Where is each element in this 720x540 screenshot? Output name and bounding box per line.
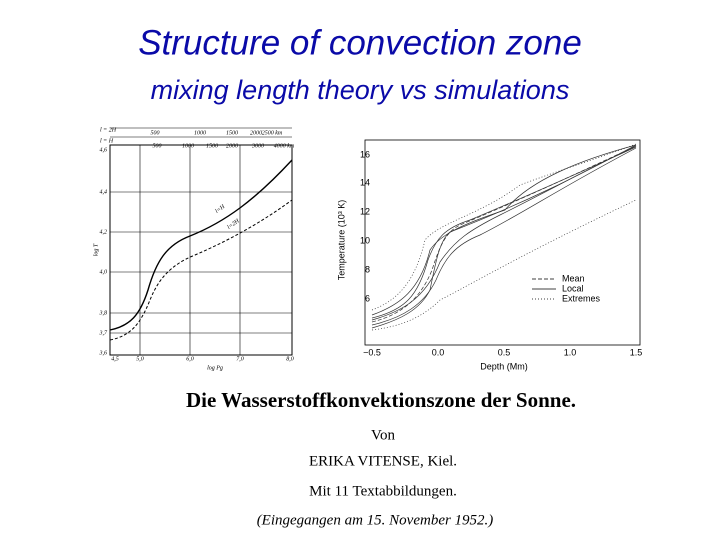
paper-by: Von — [371, 427, 395, 443]
left-y-tick-label: 3,8 — [99, 310, 108, 316]
right-x-tick-label: 1.0 — [564, 347, 577, 357]
right-y-tick-label: 12 — [360, 206, 370, 216]
right-y-tick-label: 8 — [365, 264, 370, 274]
right-curves — [371, 143, 637, 331]
legend-swatches — [532, 278, 556, 300]
top-row-2-tick: 3000 — [251, 143, 264, 149]
right-y-tick-label: 16 — [360, 149, 370, 159]
left-x-label: log Pg — [207, 365, 223, 371]
right-figure — [364, 139, 641, 346]
paper-received: (Eingegangen am 15. November 1952.) — [257, 512, 494, 528]
left-figure — [109, 127, 293, 356]
top-row-1-tick: 2500 km — [262, 130, 283, 136]
paper-title: Die Wasserstoffkonvektionszone der Sonne… — [186, 388, 576, 412]
top-row-2-tick: 1000 — [182, 143, 194, 149]
right-x-label: Depth (Mm) — [480, 361, 528, 371]
left-x-tick-label: 5,0 — [136, 356, 144, 362]
left-x-tick-label: 8,0 — [286, 356, 294, 362]
left-x-tick-label: 7,0 — [236, 356, 244, 362]
right-y-tick-label: 10 — [360, 235, 370, 245]
top-row-2-tick: 1500 — [206, 143, 218, 149]
top-row-1-label: l = 2H — [100, 127, 117, 133]
left-y-tick-label: 3,6 — [99, 350, 108, 356]
left-curve-dashed — [109, 199, 293, 341]
left-grid — [110, 127, 292, 355]
paper-figures: Mit 11 Textabbildungen. — [309, 483, 457, 499]
left-y-tick-label: 4,2 — [100, 228, 108, 235]
top-row-1-tick: 2000 — [250, 130, 262, 136]
right-y-label: Temperature (10³ K) — [336, 200, 346, 281]
legend-label: Extremes — [562, 293, 601, 303]
slide-title: Structure of convection zone — [138, 23, 582, 62]
right-y-tick-label: 6 — [365, 293, 370, 303]
left-y-tick-label: 3,7 — [99, 330, 109, 336]
left-plot-frame — [109, 144, 293, 356]
left-y-label: log T — [93, 243, 99, 256]
left-x-tick-label: 4,5 — [111, 355, 119, 362]
left-y-tick-label: 4,6 — [100, 146, 108, 153]
right-x-tick-label: 0.0 — [432, 347, 445, 357]
right-x-tick-label: 1.5 — [630, 347, 643, 357]
top-row-2-tick: 500 — [153, 143, 162, 149]
left-x-tick-label: 6,0 — [186, 356, 194, 362]
paper-author: ERIKA VITENSE, Kiel. — [309, 453, 457, 469]
top-row-1-tick: 500 — [151, 130, 160, 136]
curve-label: l=2H — [226, 218, 241, 231]
top-row-1-tick: 1500 — [226, 130, 238, 136]
top-row-2-tick: 2000 — [226, 143, 238, 149]
top-row-1-tick: 1000 — [194, 130, 206, 136]
slide-subtitle: mixing length theory vs simulations — [151, 75, 570, 105]
right-plot-frame — [364, 139, 641, 346]
legend-label: Local — [562, 283, 584, 293]
left-y-tick-label: 4,0 — [100, 268, 108, 275]
left-curve-solid — [109, 159, 293, 331]
top-row-2-tick: 4000 km — [274, 142, 295, 149]
left-y-tick-label: 4,4 — [100, 188, 108, 195]
right-y-tick-label: 14 — [360, 177, 370, 187]
right-x-tick-label: 0.5 — [498, 347, 511, 357]
top-row-2-label: l = H — [100, 138, 114, 144]
right-x-tick-label: −0.5 — [363, 347, 381, 357]
legend-label: Mean — [562, 273, 585, 283]
curve-label: l=H — [214, 204, 226, 215]
